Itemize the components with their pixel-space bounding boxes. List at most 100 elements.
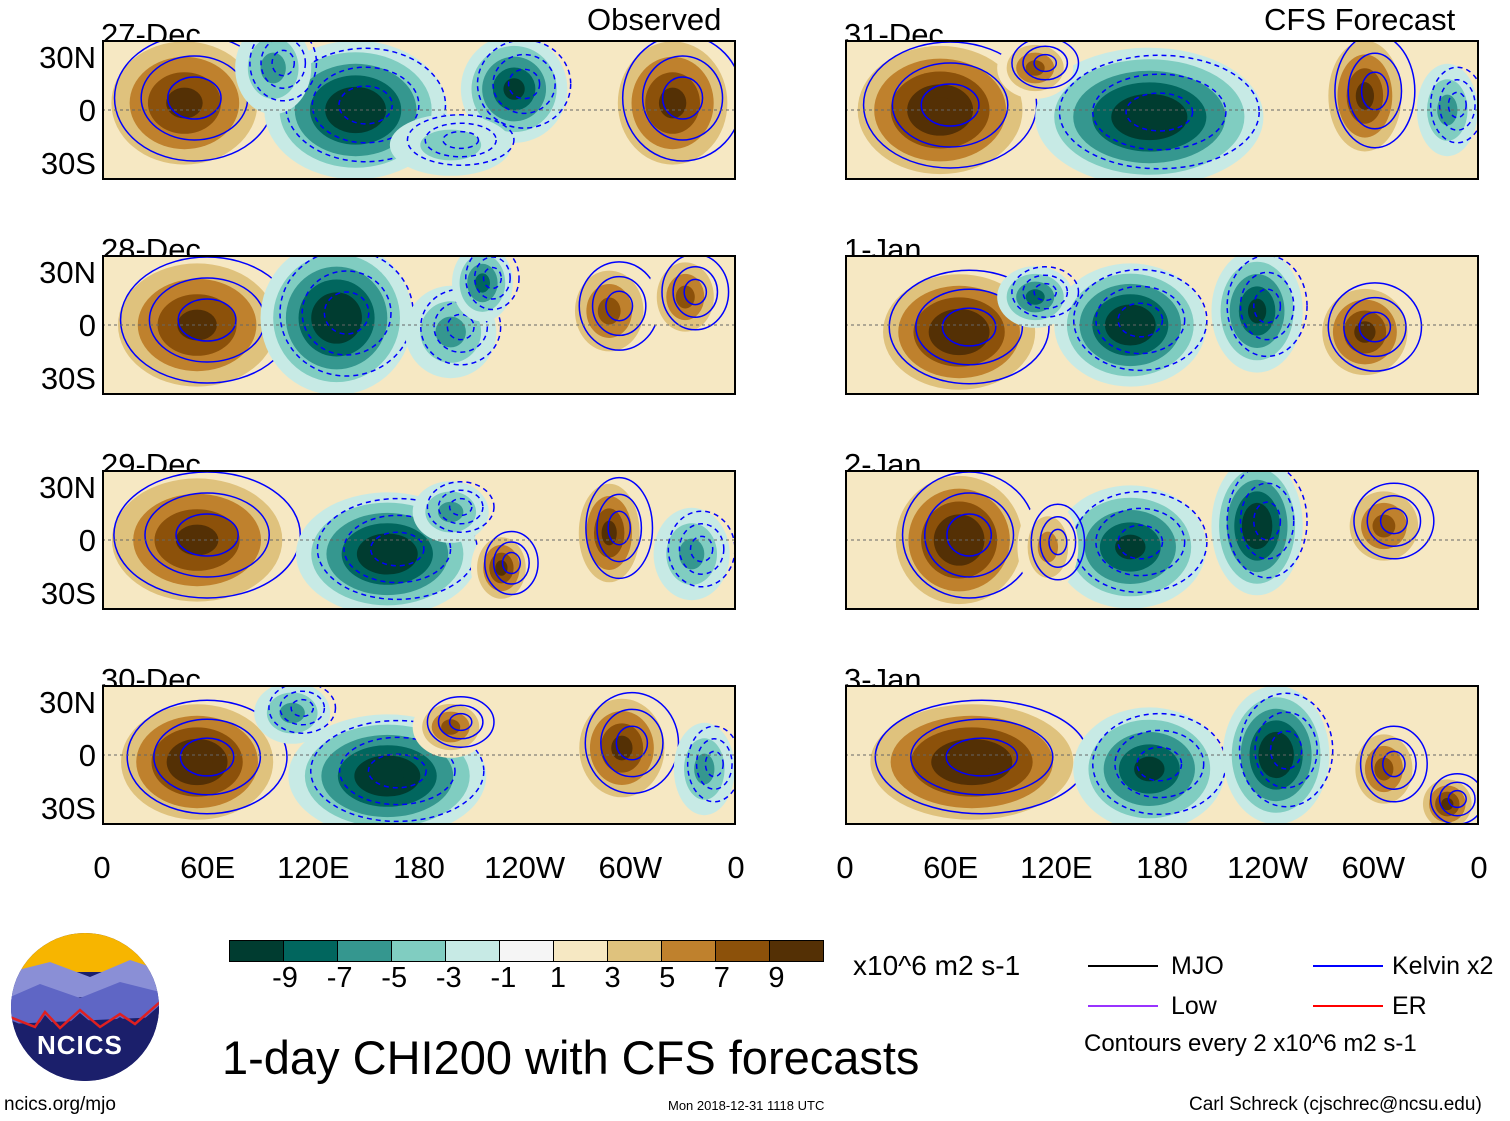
kelvin-contour xyxy=(1092,73,1227,151)
anomaly-shading xyxy=(474,273,491,293)
kelvin-contour xyxy=(1117,302,1164,338)
kelvin-contour xyxy=(179,737,235,777)
colorbar-swatch xyxy=(770,941,823,961)
footer-author: Carl Schreck (cjschrec@ncsu.edu) xyxy=(1189,1094,1482,1115)
colorbar-swatch xyxy=(230,941,284,961)
kelvin-contour xyxy=(689,535,714,563)
legend-er-line xyxy=(1313,1005,1383,1007)
kelvin-contour xyxy=(1125,92,1194,132)
ncics-logo: NCICS xyxy=(10,932,160,1082)
kelvin-contour xyxy=(946,513,993,557)
colorbar xyxy=(229,940,824,962)
anomaly-shading xyxy=(923,97,957,123)
lat-label: 30S xyxy=(40,361,96,396)
colorbar-label: -1 xyxy=(490,962,517,994)
anomaly-map-panel xyxy=(841,26,1485,187)
colorbar-label: -3 xyxy=(435,962,462,994)
anomaly-shading xyxy=(1117,314,1143,336)
anomaly-map-panel xyxy=(93,21,744,180)
kelvin-contour xyxy=(1039,516,1077,568)
lat-label: 0 xyxy=(78,308,96,343)
kelvin-contour xyxy=(891,62,1009,148)
kelvin-contour xyxy=(1117,524,1164,560)
kelvin-contour xyxy=(424,122,497,158)
footer-timestamp: Mon 2018-12-31 1118 UTC xyxy=(668,1098,825,1113)
kelvin-contour xyxy=(476,39,572,129)
kelvin-contour xyxy=(426,481,495,533)
lat-label: 30S xyxy=(40,791,96,826)
observed-label: Observed xyxy=(587,2,722,37)
kelvin-contour xyxy=(1438,79,1476,131)
kelvin-contour xyxy=(1253,501,1282,541)
kelvin-contour xyxy=(507,68,541,100)
kelvin-contour xyxy=(1447,91,1467,119)
kelvin-contour xyxy=(1095,507,1186,577)
kelvin-contour xyxy=(367,753,427,789)
colorbar-label: 5 xyxy=(659,962,676,994)
kelvin-contour xyxy=(437,489,484,525)
kelvin-contour xyxy=(607,510,632,546)
colorbar-swatch xyxy=(662,941,716,961)
colorbar-label: 7 xyxy=(713,962,730,994)
colorbar-swatch xyxy=(554,941,608,961)
kelvin-contour xyxy=(1030,503,1086,581)
lat-label: 30S xyxy=(40,576,96,611)
kelvin-contour xyxy=(126,699,288,815)
kelvin-contour xyxy=(661,76,704,120)
kelvin-contour xyxy=(1022,45,1069,81)
anomaly-shading xyxy=(597,297,621,325)
forecast-label: CFS Forecast xyxy=(1264,2,1456,37)
footer-url[interactable]: ncics.org/mjo xyxy=(4,1094,116,1115)
lat-label: 0 xyxy=(78,738,96,773)
kelvin-contour xyxy=(1238,692,1334,808)
kelvin-contour xyxy=(1095,285,1186,355)
colorbar-label: 3 xyxy=(604,962,621,994)
kelvin-contour xyxy=(945,737,1019,777)
anomaly-map-panel xyxy=(845,249,1479,402)
kelvin-contour xyxy=(600,708,664,778)
lon-label: 60E xyxy=(923,850,979,885)
panel-frame xyxy=(102,470,736,610)
kelvin-contour xyxy=(615,725,649,761)
colorbar-label: -5 xyxy=(381,962,408,994)
anomaly-shading xyxy=(441,719,461,735)
kelvin-contour xyxy=(1379,507,1408,535)
kelvin-contour xyxy=(1353,482,1435,560)
kelvin-contour xyxy=(448,497,473,517)
anomaly-shading xyxy=(951,750,993,774)
anomaly-shading xyxy=(1355,82,1375,110)
logo-text: NCICS xyxy=(37,1030,123,1060)
kelvin-contour xyxy=(175,513,239,557)
kelvin-contour xyxy=(910,718,1054,796)
colorbar-swatch xyxy=(392,941,446,961)
kelvin-contour xyxy=(1022,274,1069,310)
kelvin-contour xyxy=(323,291,370,335)
kelvin-contour xyxy=(1072,268,1208,372)
kelvin-contour xyxy=(923,492,1015,578)
kelvin-contour xyxy=(1327,282,1423,372)
kelvin-contour xyxy=(492,541,530,585)
legend-kelvin-line xyxy=(1313,965,1383,967)
kelvin-contour xyxy=(310,719,485,823)
anomaly-shading xyxy=(181,750,213,774)
anomaly-shading xyxy=(370,765,404,787)
kelvin-contour xyxy=(672,266,719,318)
anomaly-shading xyxy=(1354,321,1376,343)
kelvin-contour xyxy=(442,130,480,150)
kelvin-contour xyxy=(338,85,393,125)
anomaly-shading xyxy=(1025,289,1045,305)
kelvin-contour xyxy=(678,523,725,575)
kelvin-contour xyxy=(1358,311,1392,343)
panel-frame xyxy=(845,470,1479,610)
kelvin-contour xyxy=(167,76,222,120)
kelvin-contour xyxy=(1033,282,1058,302)
kelvin-contour xyxy=(301,270,392,356)
anomaly-shading xyxy=(1267,743,1285,767)
kelvin-contour xyxy=(177,298,237,342)
kelvin-contour xyxy=(584,691,680,795)
kelvin-contour xyxy=(492,53,556,115)
kelvin-contour xyxy=(311,66,420,144)
colorbar-swatch xyxy=(716,941,770,961)
colorbar-label: -9 xyxy=(272,962,298,994)
